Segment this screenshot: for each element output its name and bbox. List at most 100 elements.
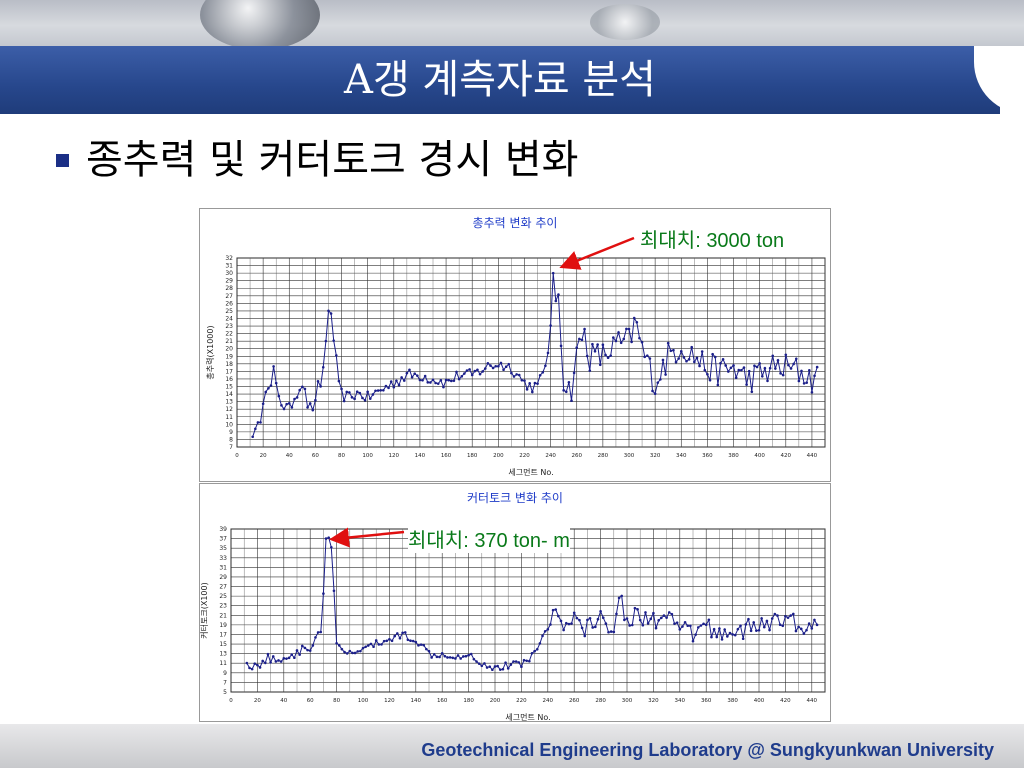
y-tick-label: 39	[219, 526, 227, 533]
data-point	[728, 631, 732, 635]
data-point	[776, 359, 780, 362]
data-point	[432, 653, 436, 656]
data-point	[583, 634, 587, 638]
data-point	[290, 653, 294, 656]
y-tick-label: 13	[219, 651, 227, 658]
data-point	[348, 391, 351, 394]
y-tick-label: 31	[225, 263, 233, 270]
data-point	[652, 611, 655, 615]
data-point	[271, 655, 275, 658]
data-point	[303, 646, 307, 650]
data-point	[374, 639, 378, 642]
data-point	[768, 628, 771, 632]
y-tick-label: 7	[229, 444, 233, 451]
data-point	[475, 660, 478, 663]
data-point	[259, 421, 262, 424]
x-tick-label: 20	[260, 453, 267, 459]
data-point	[321, 366, 325, 369]
data-point	[264, 661, 267, 665]
data-point	[395, 379, 398, 383]
data-point	[813, 618, 816, 622]
data-point	[499, 361, 503, 365]
thrust-chart-svg: 총추력 변화 추이7891011121314151617181920212223…	[205, 216, 826, 477]
data-point	[512, 375, 516, 378]
data-point	[807, 622, 811, 625]
data-point	[580, 338, 584, 342]
data-point	[467, 653, 470, 657]
data-point	[773, 612, 777, 616]
data-point	[543, 629, 547, 633]
data-point	[768, 366, 772, 370]
data-point	[457, 377, 461, 381]
footer-band	[0, 724, 1024, 768]
data-point	[427, 649, 431, 653]
y-tick-label: 28	[225, 285, 233, 292]
data-point	[364, 645, 367, 649]
data-point	[674, 360, 678, 364]
data-point	[504, 661, 507, 664]
data-point	[361, 396, 364, 400]
data-point	[648, 357, 652, 360]
data-point	[815, 365, 819, 369]
data-point	[463, 372, 466, 375]
data-point	[666, 341, 670, 345]
data-point	[316, 631, 320, 634]
data-point	[419, 643, 423, 646]
data-point	[755, 365, 759, 369]
data-point	[601, 343, 605, 347]
data-point	[752, 621, 756, 624]
y-tick-label: 29	[225, 278, 233, 285]
data-point	[507, 362, 511, 366]
data-point	[549, 623, 552, 626]
data-point	[762, 625, 766, 629]
data-point	[396, 632, 399, 635]
y-tick-label: 18	[225, 361, 233, 368]
data-point	[392, 385, 396, 389]
data-point	[781, 373, 785, 377]
data-point	[693, 360, 696, 364]
data-point	[538, 642, 542, 645]
data-point	[380, 643, 383, 646]
data-point	[303, 387, 307, 391]
data-point	[675, 621, 679, 624]
plot-area	[230, 528, 826, 693]
data-point	[311, 408, 315, 412]
data-point	[784, 353, 788, 357]
data-point	[794, 629, 798, 633]
data-point	[679, 349, 683, 353]
data-point	[651, 389, 654, 393]
data-point	[501, 667, 505, 671]
data-point	[687, 358, 691, 361]
data-point	[778, 623, 782, 627]
data-point	[737, 368, 741, 372]
data-point	[787, 363, 790, 367]
x-tick-label: 120	[384, 698, 395, 704]
chart-title: 총추력 변화 추이	[473, 216, 558, 230]
y-tick-label: 5	[223, 689, 227, 696]
data-point	[345, 652, 349, 655]
y-tick-label: 27	[225, 293, 233, 300]
x-tick-label: 360	[702, 453, 713, 459]
data-point	[483, 367, 487, 370]
x-tick-label: 80	[338, 453, 345, 459]
x-axis-label: 세그먼트 No.	[508, 467, 553, 477]
data-point	[585, 354, 589, 358]
data-point	[544, 364, 547, 368]
data-point	[758, 362, 761, 365]
data-point	[350, 396, 354, 399]
y-tick-label: 32	[225, 255, 233, 262]
data-point	[353, 397, 356, 401]
data-point	[686, 624, 690, 627]
y-axis-label: 총추력(X1000)	[205, 325, 215, 379]
data-point	[319, 385, 322, 388]
data-point	[351, 651, 354, 655]
data-point	[460, 375, 464, 378]
data-point	[256, 421, 260, 424]
data-point	[510, 371, 513, 375]
data-point	[591, 342, 594, 346]
data-point	[593, 350, 597, 353]
data-point	[562, 628, 565, 632]
data-point	[287, 402, 291, 405]
data-point	[485, 666, 489, 669]
data-point	[261, 659, 264, 663]
